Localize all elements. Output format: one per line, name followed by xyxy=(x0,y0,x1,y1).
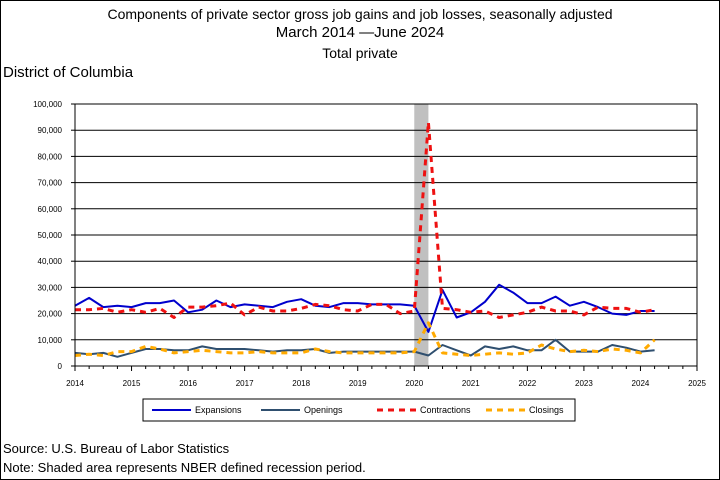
x-tick-label: 2014 xyxy=(66,379,84,388)
x-tick-label: 2025 xyxy=(688,379,706,388)
x-tick-label: 2019 xyxy=(349,379,367,388)
x-tick-label: 2020 xyxy=(405,379,423,388)
series-line-openings xyxy=(74,338,655,358)
y-tick-label: 30,000 xyxy=(38,283,63,292)
x-tick-label: 2016 xyxy=(179,379,197,388)
y-tick-label: 50,000 xyxy=(38,231,63,240)
y-tick-label: 100,000 xyxy=(33,100,62,109)
y-tick-label: 70,000 xyxy=(38,179,63,188)
x-tick-label: 2015 xyxy=(123,379,141,388)
y-tick-label: 40,000 xyxy=(38,257,63,266)
y-tick-label: 10,000 xyxy=(38,336,63,345)
legend-label-closings: Closings xyxy=(529,405,564,415)
series-line-expansions xyxy=(74,283,655,333)
source-note: Source: U.S. Bureau of Labor Statistics xyxy=(3,441,230,456)
chart-title: Components of private sector gross job g… xyxy=(107,6,613,22)
x-tick-label: 2021 xyxy=(462,379,480,388)
legend-label-openings: Openings xyxy=(304,405,343,415)
x-tick-label: 2024 xyxy=(632,379,650,388)
x-tick-label: 2017 xyxy=(236,379,254,388)
y-tick-label: 80,000 xyxy=(38,152,63,161)
y-tick-label: 90,000 xyxy=(38,126,63,135)
x-tick-label: 2023 xyxy=(575,379,593,388)
x-tick-label: 2022 xyxy=(518,379,536,388)
chart-subtitle: Total private xyxy=(322,45,398,61)
x-tick-label: 2018 xyxy=(292,379,310,388)
recession-note: Note: Shaded area represents NBER define… xyxy=(3,460,366,475)
chart-date-range: March 2014 —June 2024 xyxy=(275,24,445,41)
legend-label-contractions: Contractions xyxy=(420,405,471,415)
legend-box xyxy=(142,398,576,422)
y-tick-label: 60,000 xyxy=(38,205,63,214)
y-tick-label: 20,000 xyxy=(38,310,63,319)
legend-label-expansions: Expansions xyxy=(195,405,242,415)
series-line-contractions xyxy=(75,120,655,319)
region-label: District of Columbia xyxy=(3,64,134,81)
y-tick-label: 0 xyxy=(58,362,63,371)
